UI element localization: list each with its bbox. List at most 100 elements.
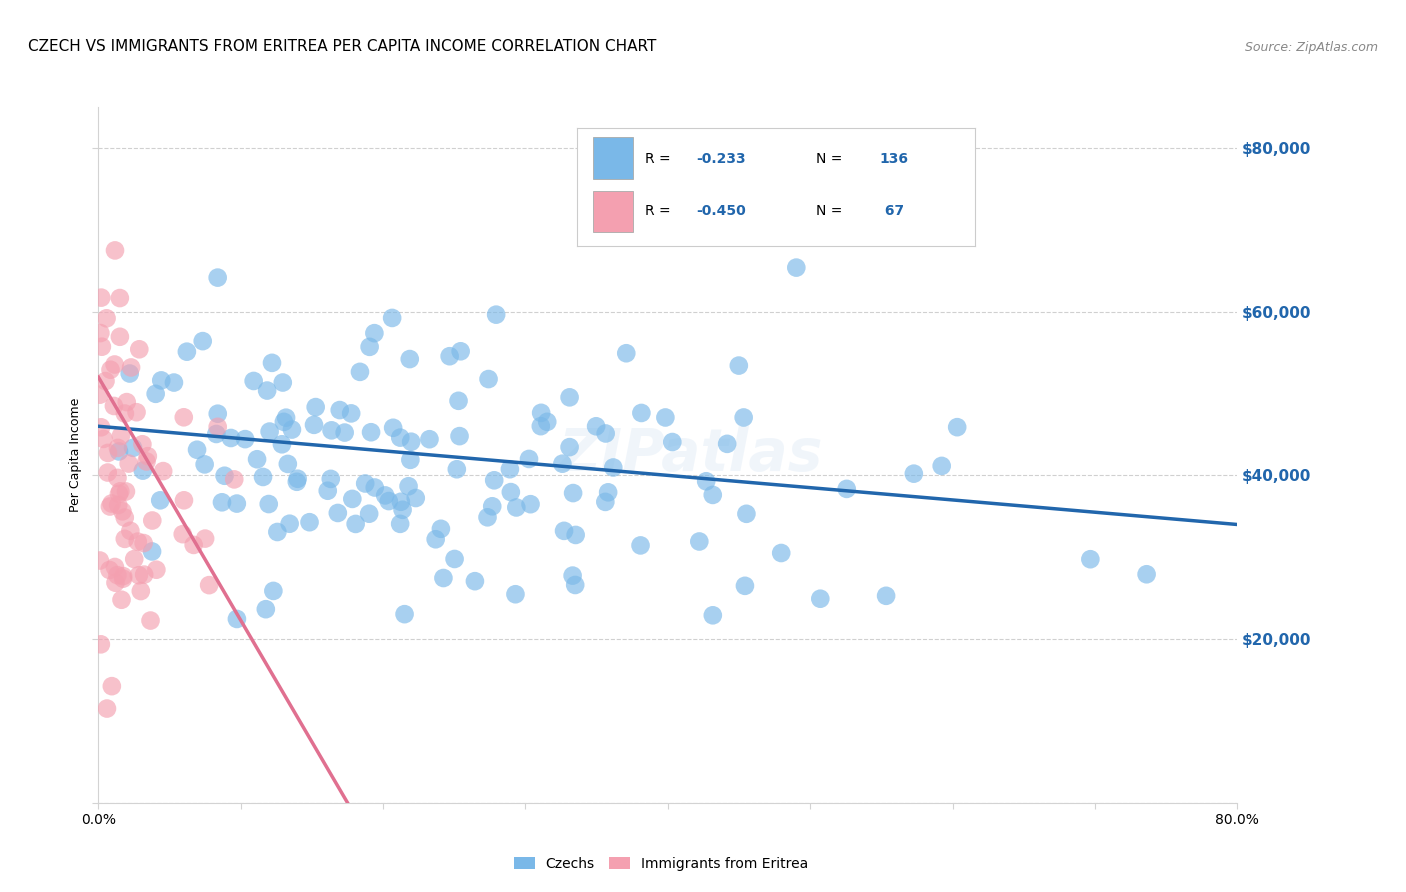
Point xyxy=(107,471,129,485)
Point xyxy=(505,587,527,601)
Point xyxy=(141,514,163,528)
Point xyxy=(536,415,558,429)
Point xyxy=(211,495,233,509)
Point xyxy=(695,475,717,489)
Point xyxy=(398,352,420,367)
Point xyxy=(273,415,295,429)
Point xyxy=(129,584,152,599)
Point xyxy=(321,423,343,437)
Point xyxy=(585,419,607,434)
Point xyxy=(519,497,541,511)
Point xyxy=(205,427,228,442)
Point xyxy=(93,432,115,446)
Point xyxy=(108,444,131,458)
Point xyxy=(595,426,617,441)
Point xyxy=(186,442,208,457)
Point xyxy=(398,479,420,493)
Point xyxy=(149,493,172,508)
Point xyxy=(89,553,111,567)
Point xyxy=(319,472,342,486)
Point xyxy=(128,343,150,357)
Point xyxy=(562,486,585,500)
Point xyxy=(252,470,274,484)
Point xyxy=(394,607,416,622)
Point xyxy=(439,349,461,363)
Point xyxy=(225,497,247,511)
Point xyxy=(131,437,153,451)
Point xyxy=(316,483,339,498)
Point xyxy=(1136,567,1159,582)
Point xyxy=(340,406,363,420)
Point xyxy=(363,326,385,340)
Point xyxy=(233,432,256,446)
Point xyxy=(242,374,264,388)
Point xyxy=(173,493,195,508)
Point xyxy=(702,488,724,502)
Point xyxy=(135,454,157,468)
Point xyxy=(141,544,163,558)
Point xyxy=(176,344,198,359)
Point xyxy=(875,589,897,603)
Point xyxy=(150,373,173,387)
Point xyxy=(145,563,167,577)
Point xyxy=(257,497,280,511)
Point xyxy=(115,395,138,409)
Point xyxy=(688,534,710,549)
Point xyxy=(558,440,581,454)
Point xyxy=(360,425,382,440)
Point xyxy=(110,429,132,443)
Point xyxy=(785,260,807,275)
Point xyxy=(598,485,620,500)
Point xyxy=(152,464,174,478)
Point xyxy=(90,637,112,651)
Point xyxy=(114,532,136,546)
Point xyxy=(1080,552,1102,566)
Point xyxy=(172,527,194,541)
Point xyxy=(94,374,117,388)
Point xyxy=(246,452,269,467)
Point xyxy=(477,372,499,386)
Point xyxy=(271,376,294,390)
Point xyxy=(558,390,581,404)
Point xyxy=(464,574,486,589)
Point xyxy=(551,457,574,471)
Point xyxy=(278,516,301,531)
Point xyxy=(329,403,352,417)
Point xyxy=(254,602,277,616)
Point xyxy=(104,575,127,590)
Point xyxy=(326,506,349,520)
Point xyxy=(349,365,371,379)
Point xyxy=(931,458,953,473)
Point xyxy=(302,417,325,432)
Point xyxy=(446,462,468,476)
Point xyxy=(118,457,141,471)
Point xyxy=(727,359,749,373)
Point xyxy=(134,567,156,582)
Point xyxy=(114,510,136,524)
Point xyxy=(808,591,831,606)
Point xyxy=(298,515,321,529)
Point xyxy=(100,362,122,376)
Point xyxy=(389,431,412,445)
Point xyxy=(734,579,756,593)
Point xyxy=(595,495,617,509)
Point xyxy=(207,407,229,421)
Point xyxy=(702,608,724,623)
Point xyxy=(97,466,120,480)
Point xyxy=(214,468,236,483)
Point xyxy=(112,572,135,586)
Point xyxy=(271,437,294,451)
Point xyxy=(517,452,540,467)
Point xyxy=(285,475,308,489)
Point xyxy=(391,503,413,517)
Point xyxy=(530,406,553,420)
Point xyxy=(305,400,328,414)
Point xyxy=(89,387,111,401)
Point xyxy=(110,592,132,607)
Point xyxy=(344,516,367,531)
Point xyxy=(359,340,381,354)
Point xyxy=(630,406,652,420)
Point xyxy=(274,410,297,425)
Point xyxy=(266,524,288,539)
Point xyxy=(194,458,217,472)
